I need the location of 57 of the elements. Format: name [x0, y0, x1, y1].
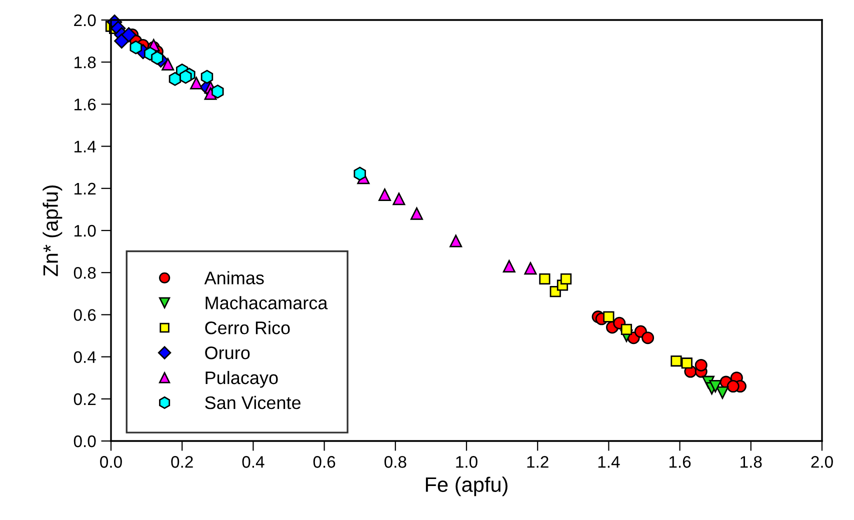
y-tick-label: 1.4: [74, 140, 96, 152]
legend-label: San Vicente: [205, 396, 301, 410]
point: [694, 358, 708, 372]
point: [354, 166, 366, 181]
point: [151, 50, 164, 65]
legend-label: Cerro Rico: [205, 321, 290, 334]
y-tick-label: 1.0: [74, 224, 96, 237]
point: [502, 260, 516, 273]
point: [114, 33, 130, 49]
x-tick-label: 2.0: [811, 456, 833, 468]
point: [560, 273, 572, 284]
x-axis-title: Fe (apfu): [426, 476, 508, 496]
point: [410, 207, 423, 220]
point: [709, 380, 722, 393]
y-tick-label: 2.0: [74, 14, 96, 26]
x-tick-label: 1.2: [527, 456, 548, 468]
point: [450, 234, 462, 248]
point: [190, 76, 203, 90]
y-tick-label: 0.6: [74, 309, 96, 321]
point: [130, 40, 142, 54]
point: [392, 192, 406, 206]
y-tick-label: 0.2: [74, 393, 96, 406]
point: [539, 273, 550, 284]
point: [726, 380, 740, 393]
point: [200, 70, 214, 84]
point: [378, 188, 391, 201]
legend-label: Oruro: [205, 346, 250, 360]
y-tick-label: 1.6: [74, 98, 96, 110]
y-tick-label: 0.4: [74, 351, 96, 364]
y-tick-label: 0.8: [74, 267, 96, 279]
x-tick-label: 1.8: [740, 456, 762, 468]
legend-label: Animas: [204, 271, 264, 284]
point: [212, 84, 224, 99]
x-tick-label: 1.4: [598, 456, 620, 468]
point: [180, 70, 192, 84]
point: [642, 332, 654, 344]
point: [603, 311, 614, 322]
point: [162, 58, 174, 70]
legend-label: Pulacayo: [206, 370, 278, 388]
x-tick-label: 0.8: [384, 456, 406, 468]
x-tick-label: 0.4: [242, 456, 264, 468]
y-axis-title: Zn* (apfu): [42, 185, 62, 276]
point: [524, 262, 537, 275]
x-tick-label: 1.6: [669, 456, 691, 468]
x-tick-label: 0.6: [313, 456, 336, 468]
legend-label: Machacamarca: [206, 296, 328, 310]
point: [620, 324, 632, 335]
point: [121, 27, 136, 42]
y-tick-label: 1.8: [74, 56, 96, 68]
x-tick-label: 0.0: [100, 456, 122, 468]
y-tick-label: 0.0: [74, 435, 96, 448]
x-tick-label: 0.2: [171, 456, 193, 468]
x-tick-label: 1.0: [456, 456, 478, 468]
point: [716, 386, 729, 399]
point: [670, 355, 682, 367]
y-tick-label: 1.2: [74, 182, 96, 194]
point: [681, 358, 692, 369]
